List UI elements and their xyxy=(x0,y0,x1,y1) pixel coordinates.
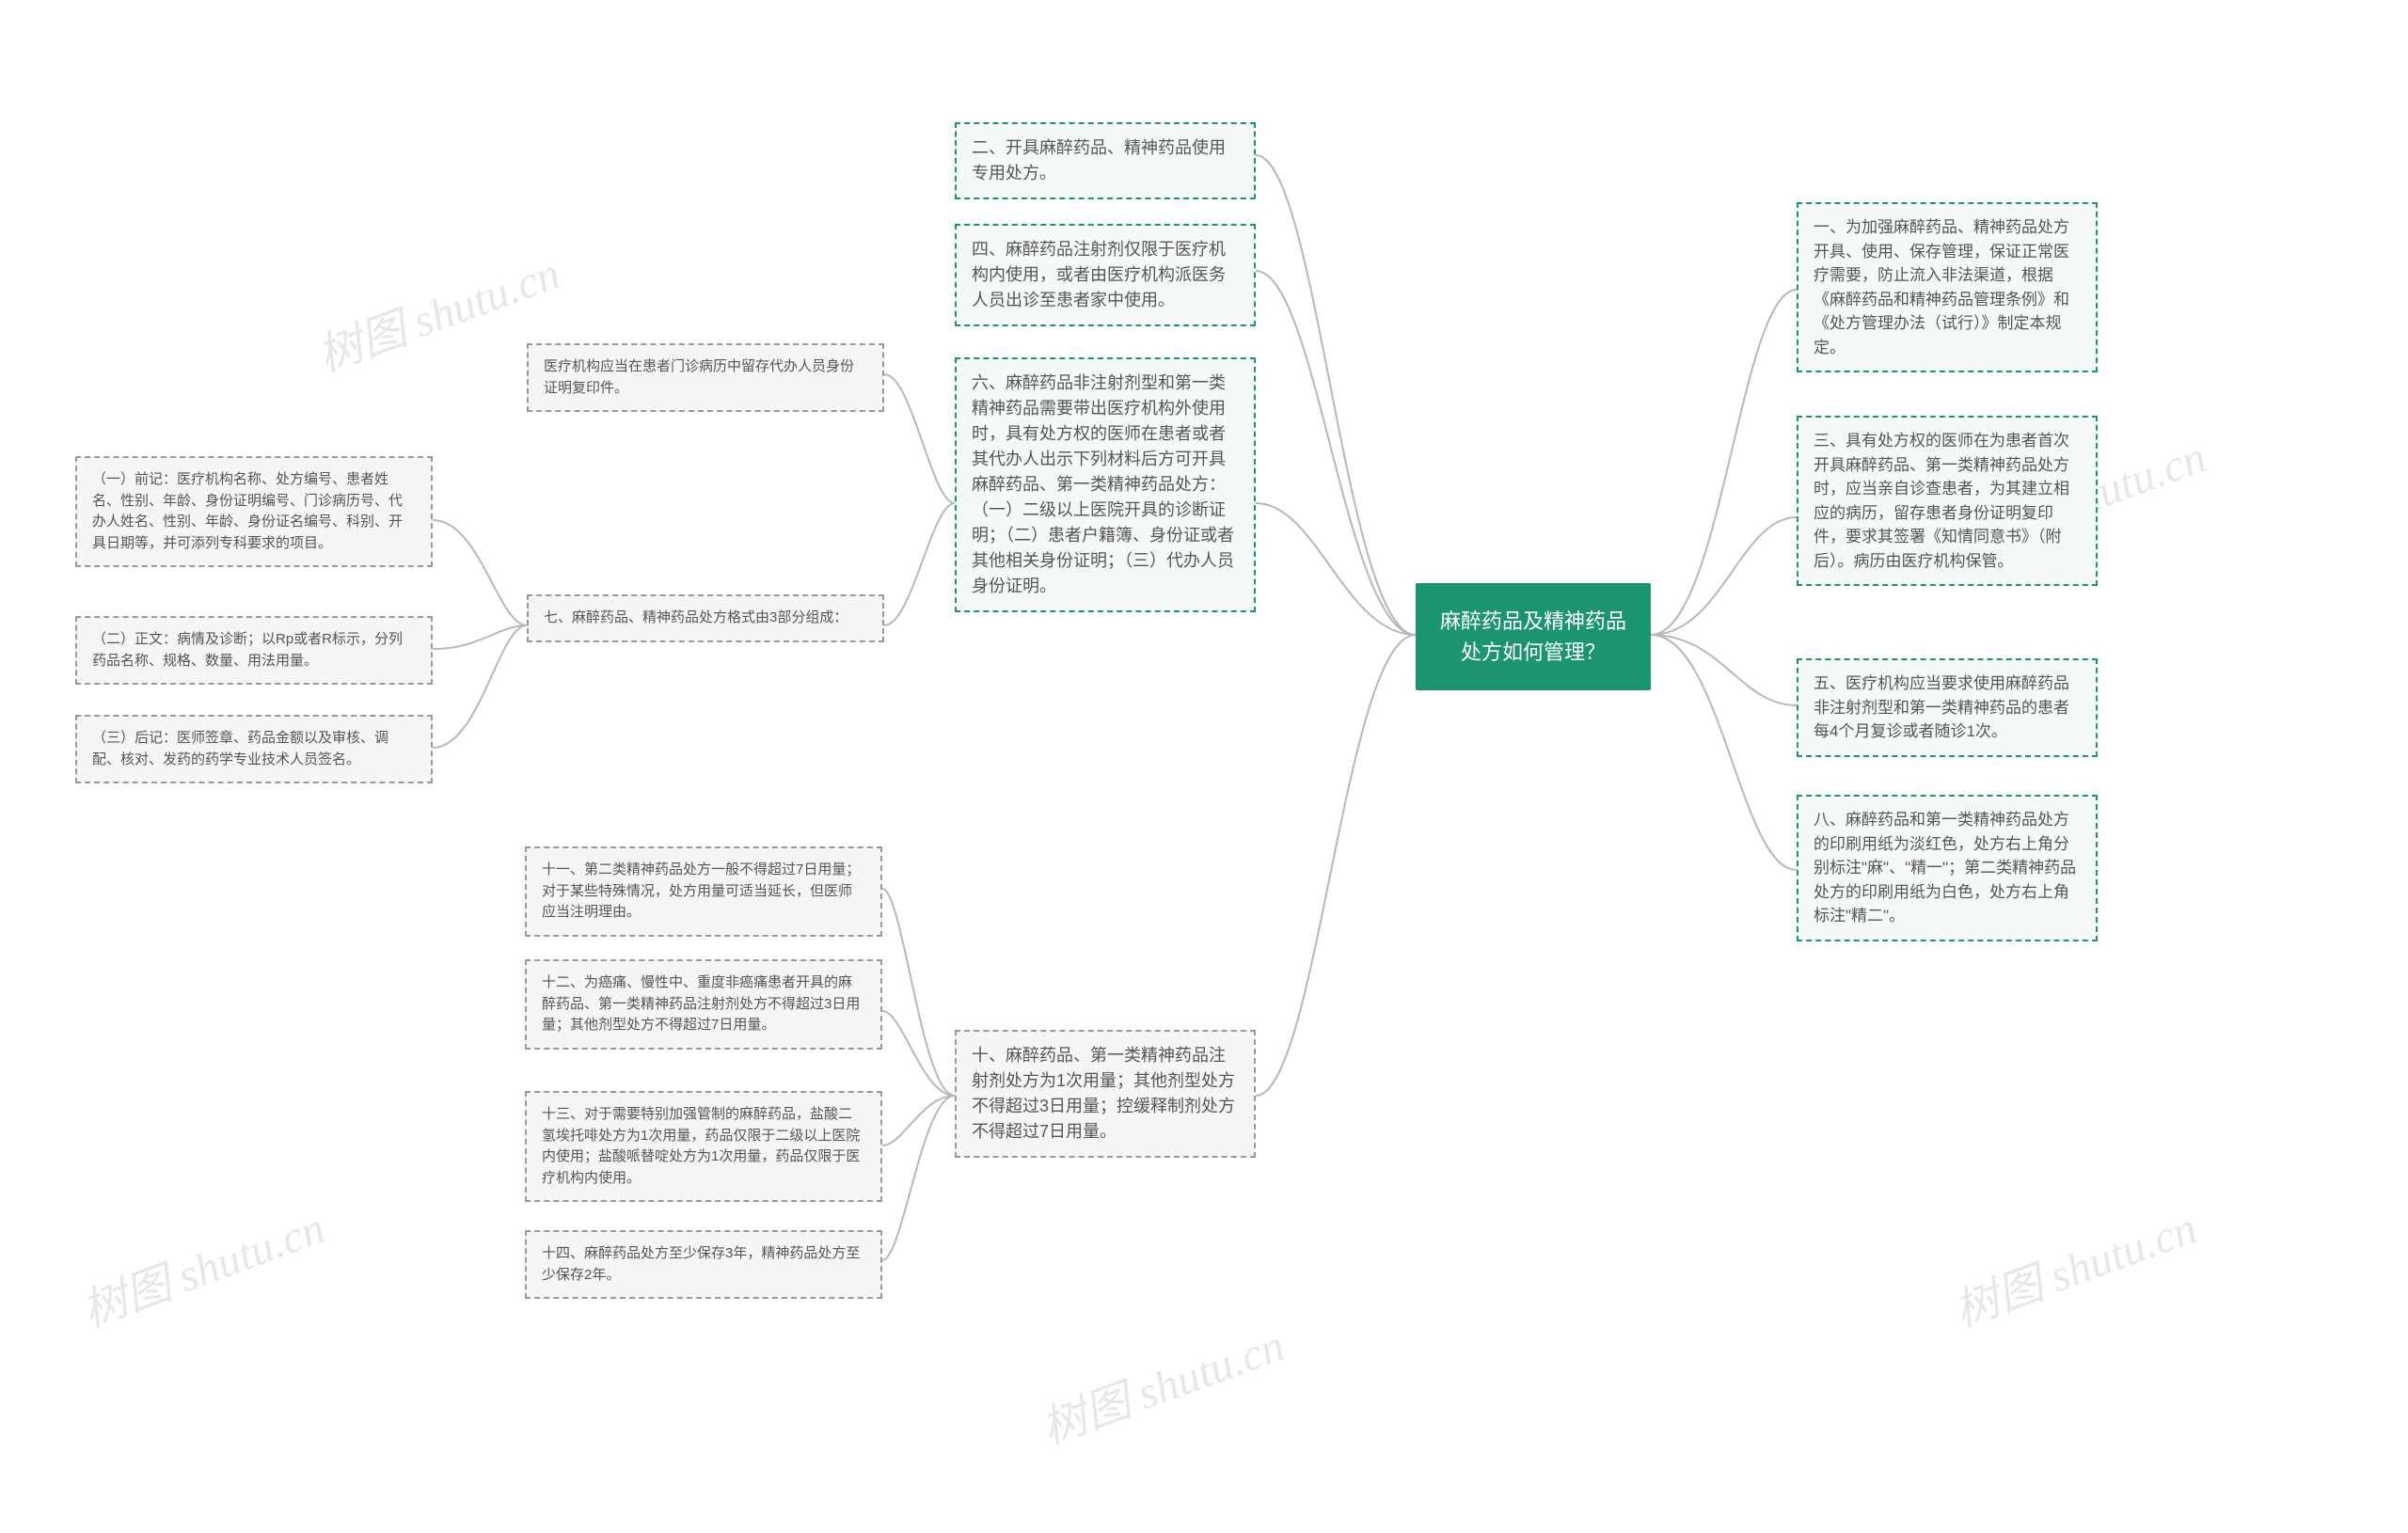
node-item-12: 十二、为癌痛、慢性中、重度非癌痛患者开具的麻醉药品、第一类精神药品注射剂处方不得… xyxy=(525,959,882,1050)
node-item-7: 七、麻醉药品、精神药品处方格式由3部分组成： xyxy=(527,594,884,642)
node-item-7-1: （一）前记：医疗机构名称、处方编号、患者姓名、性别、年龄、身份证明编号、门诊病历… xyxy=(75,456,433,567)
node-item-11: 十一、第二类精神药品处方一般不得超过7日用量；对于某些特殊情况，处方用量可适当延… xyxy=(525,846,882,937)
node-item-10: 十、麻醉药品、第一类精神药品注射剂处方为1次用量；其他剂型处方不得超过3日用量；… xyxy=(955,1030,1256,1158)
node-item-2: 二、开具麻醉药品、精神药品使用专用处方。 xyxy=(955,122,1256,199)
node-item-8: 八、麻醉药品和第一类精神药品处方的印刷用纸为淡红色，处方右上角分别标注"麻"、"… xyxy=(1797,795,2098,941)
node-item-1: 一、为加强麻醉药品、精神药品处方开具、使用、保存管理，保证正常医疗需要，防止流入… xyxy=(1797,202,2098,372)
watermark: 树图 shutu.cn xyxy=(71,1191,332,1339)
root-node: 麻醉药品及精神药品处方如何管理？ xyxy=(1416,583,1651,690)
node-item-3: 三、具有处方权的医师在为患者首次开具麻醉药品、第一类精神药品处方时，应当亲自诊查… xyxy=(1797,416,2098,586)
node-item-13: 十三、对于需要特别加强管制的麻醉药品，盐酸二氢埃托啡处方为1次用量，药品仅限于二… xyxy=(525,1091,882,1202)
node-item-7-2: （二）正文：病情及诊断；以Rp或者R标示，分列药品名称、规格、数量、用法用量。 xyxy=(75,616,433,685)
watermark: 树图 shutu.cn xyxy=(1031,1308,1291,1457)
node-item-7-3: （三）后记：医师签章、药品金额以及审核、调配、核对、发药的药学专业技术人员签名。 xyxy=(75,715,433,783)
node-item-4: 四、麻醉药品注射剂仅限于医疗机构内使用，或者由医疗机构派医务人员出诊至患者家中使… xyxy=(955,224,1256,326)
node-item-5: 五、医疗机构应当要求使用麻醉药品非注射剂型和第一类精神药品的患者每4个月复诊或者… xyxy=(1797,658,2098,757)
watermark: 树图 shutu.cn xyxy=(1943,1191,2204,1339)
node-item-14: 十四、麻醉药品处方至少保存3年，精神药品处方至少保存2年。 xyxy=(525,1230,882,1299)
node-item-6-child: 医疗机构应当在患者门诊病历中留存代办人员身份证明复印件。 xyxy=(527,343,884,412)
node-item-6: 六、麻醉药品非注射剂型和第一类精神药品需要带出医疗机构外使用时，具有处方权的医师… xyxy=(955,357,1256,612)
